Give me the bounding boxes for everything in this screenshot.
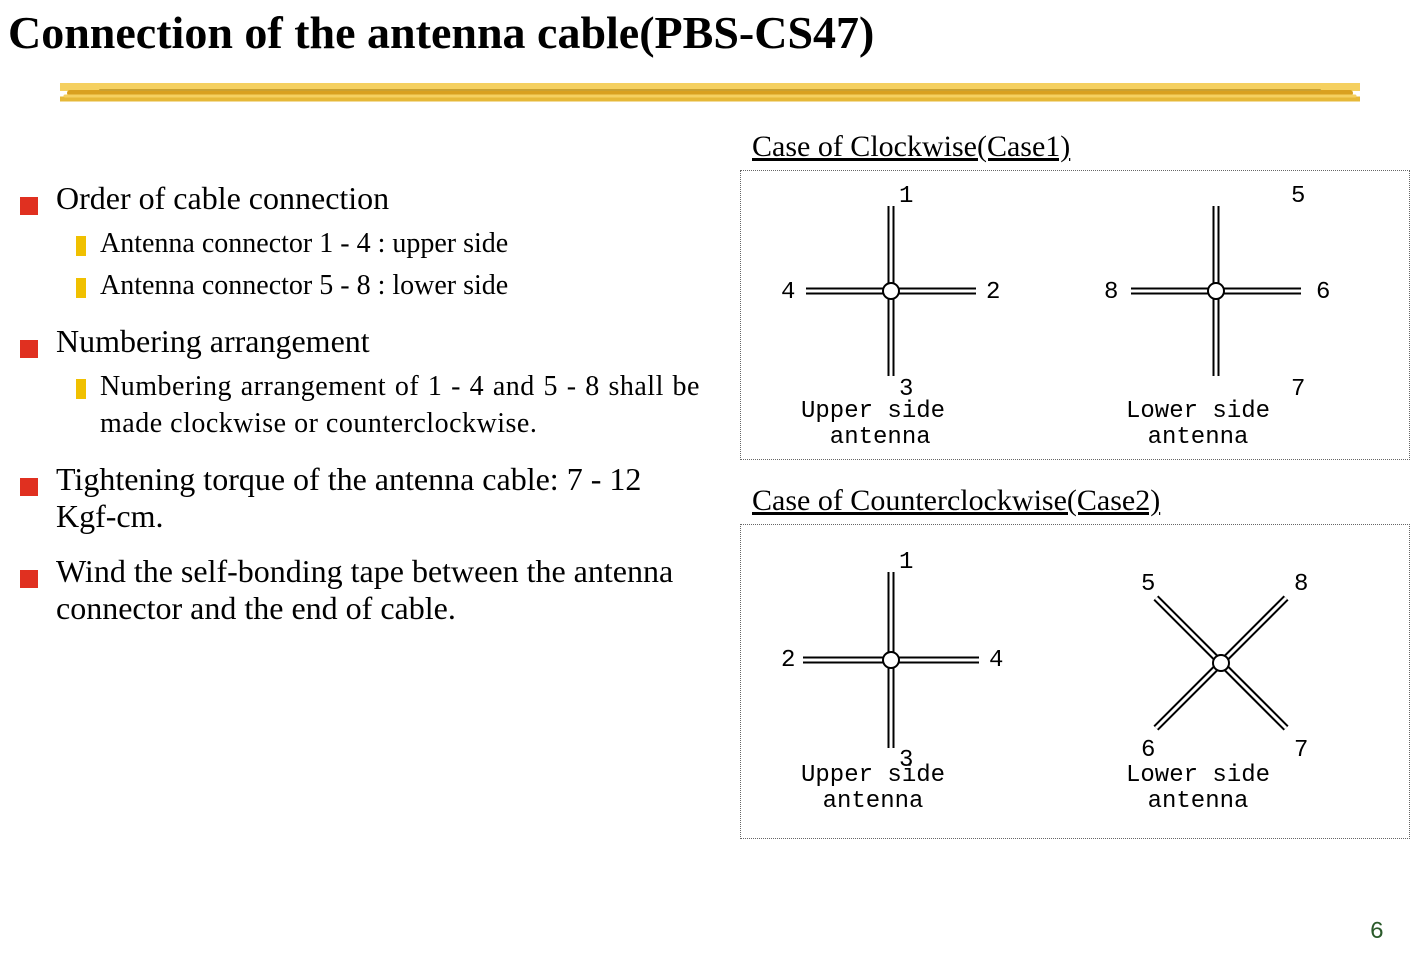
connector-number: 5 xyxy=(1141,571,1155,598)
antenna-diagram: 1234Upper side antenna xyxy=(761,181,1041,461)
antenna-diagram: 5 6 7 8 Lower side antenna xyxy=(1086,545,1366,825)
antenna-diagram: 1234Upper side antenna xyxy=(761,545,1041,825)
connector-number: 8 xyxy=(1294,571,1308,598)
list-item: Order of cable connection Antenna connec… xyxy=(20,180,720,305)
connector-number: 1 xyxy=(899,183,913,210)
connector-number: 7 xyxy=(1291,376,1305,403)
list-item: Antenna connector 1 - 4 : upper side xyxy=(76,225,720,263)
square-bullet-icon xyxy=(20,570,38,588)
list-item-text: Numbering arrangement xyxy=(56,323,370,360)
connector-number: 2 xyxy=(986,279,1000,306)
brush-divider xyxy=(60,77,1360,109)
list-item-text: Antenna connector 5 - 8 : lower side xyxy=(100,267,508,305)
antenna-label: Upper side antenna xyxy=(801,399,945,452)
antenna-label: Upper side antenna xyxy=(801,763,945,816)
connector-number: 1 xyxy=(899,549,913,576)
list-item-text: Tightening torque of the antenna cable: … xyxy=(56,461,696,535)
case-box-clockwise: 1234Upper side antenna5678Lower side ant… xyxy=(740,170,1410,460)
case-heading: Case of Counterclockwise(Case2) xyxy=(752,484,1410,518)
bullet-list-level2: Antenna connector 1 - 4 : upper side Ant… xyxy=(76,225,720,305)
connector-number: 4 xyxy=(989,647,1003,674)
antenna-label: Lower side antenna xyxy=(1126,399,1270,452)
content-area: Order of cable connection Antenna connec… xyxy=(20,180,1400,958)
antenna-label: Lower side antenna xyxy=(1126,763,1270,816)
list-item: Numbering arrangement Numbering arrangem… xyxy=(20,323,720,444)
list-item: Antenna connector 5 - 8 : lower side xyxy=(76,267,720,305)
connector-number: 6 xyxy=(1316,279,1330,306)
antenna-cross-icon xyxy=(1086,545,1366,785)
connector-number: 6 xyxy=(1141,737,1155,764)
page-title: Connection of the antenna cable(PBS-CS47… xyxy=(0,0,1420,59)
page-number: 6 xyxy=(1370,919,1384,946)
list-item-text: Order of cable connection xyxy=(56,180,389,217)
connector-number: 4 xyxy=(781,279,795,306)
list-item-text: Antenna connector 1 - 4 : upper side xyxy=(100,225,508,263)
brush-divider-svg xyxy=(60,77,1360,109)
case-heading: Case of Clockwise(Case1) xyxy=(752,130,1410,164)
left-column: Order of cable connection Antenna connec… xyxy=(20,180,720,645)
bar-bullet-icon xyxy=(76,236,86,256)
list-item: Wind the self-bonding tape between the a… xyxy=(20,553,720,627)
list-item: Tightening torque of the antenna cable: … xyxy=(20,461,720,535)
right-column: Case of Clockwise(Case1) 1234Upper side … xyxy=(740,130,1410,839)
bar-bullet-icon xyxy=(76,379,86,399)
connector-number: 2 xyxy=(781,647,795,674)
connector-number: 7 xyxy=(1294,737,1308,764)
connector-number: 8 xyxy=(1104,279,1118,306)
bar-bullet-icon xyxy=(76,278,86,298)
square-bullet-icon xyxy=(20,340,38,358)
bullet-list-level2: Numbering arrangement of 1 - 4 and 5 - 8… xyxy=(76,368,720,444)
list-item-text: Numbering arrangement of 1 - 4 and 5 - 8… xyxy=(100,368,700,444)
antenna-diagram: 5 6 7 8 Lower side antenna xyxy=(1086,181,1366,461)
list-item: Numbering arrangement of 1 - 4 and 5 - 8… xyxy=(76,368,720,444)
case-box-counterclockwise: 1234Upper side antenna5678Lower side ant… xyxy=(740,524,1410,839)
bullet-list-level1: Order of cable connection Antenna connec… xyxy=(20,180,720,627)
square-bullet-icon xyxy=(20,197,38,215)
list-item-text: Wind the self-bonding tape between the a… xyxy=(56,553,696,627)
connector-number: 5 xyxy=(1291,183,1305,210)
square-bullet-icon xyxy=(20,478,38,496)
